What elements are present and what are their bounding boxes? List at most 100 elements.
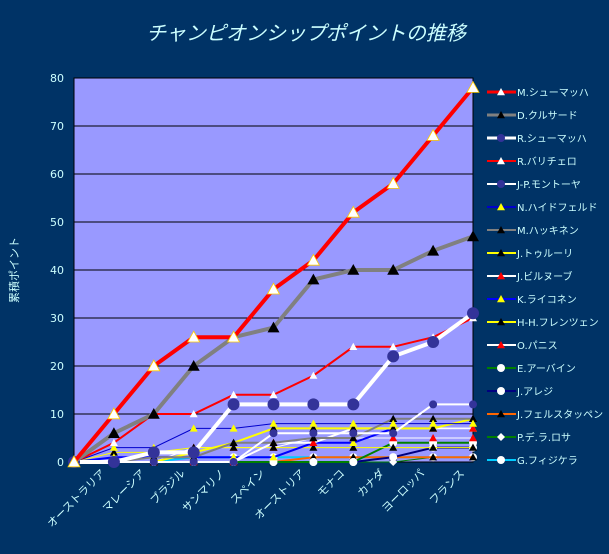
- x-tick-label: ヨーロッパ: [379, 467, 427, 515]
- data-point: [189, 410, 198, 418]
- data-point: [467, 307, 479, 320]
- legend-item: M.シューマッハ: [487, 88, 589, 99]
- data-point: [189, 424, 198, 432]
- data-point: [269, 453, 278, 461]
- legend-label: E.アーバイン: [517, 363, 576, 375]
- data-point: [469, 443, 477, 451]
- legend-label: N.ハイドフェルド: [517, 203, 597, 214]
- data-point: [349, 443, 358, 451]
- data-point: [387, 264, 400, 275]
- data-point: [429, 419, 438, 427]
- triangle-marker: [497, 295, 505, 303]
- data-point: [229, 443, 238, 451]
- series-line: [67, 80, 480, 468]
- circle-marker: [497, 180, 505, 188]
- legend-label: D.クルサード: [517, 110, 578, 122]
- data-point: [429, 400, 438, 409]
- data-point: [429, 424, 438, 432]
- triangle-marker: [497, 226, 505, 234]
- data-point: [347, 264, 360, 275]
- legend-item: R.バリチェロ: [487, 156, 577, 168]
- data-point: [229, 390, 238, 398]
- x-tick-label: ブラジル: [147, 466, 188, 507]
- data-point: [387, 350, 400, 363]
- chart-title: チャンピオンシップポイントの推移: [146, 21, 468, 45]
- data-point: [309, 429, 318, 438]
- x-tick-label: オーストラリア: [45, 467, 108, 530]
- data-point: [226, 330, 241, 343]
- data-point: [229, 458, 238, 466]
- circle-marker: [497, 364, 505, 372]
- triangle-marker: [497, 410, 505, 418]
- data-point: [426, 128, 440, 141]
- data-point: [469, 424, 477, 432]
- data-point: [107, 427, 120, 438]
- data-point: [349, 342, 358, 350]
- data-point: [347, 398, 360, 411]
- legend-label: J.トゥルーリ: [516, 249, 573, 260]
- data-point: [307, 273, 320, 285]
- data-point: [389, 453, 398, 462]
- data-point: [306, 253, 321, 266]
- x-tick-label: モナコ: [315, 467, 348, 500]
- legend-item: J-P.モントーヤ: [487, 180, 581, 191]
- data-point: [466, 80, 480, 93]
- data-point: [427, 336, 440, 348]
- data-point: [309, 458, 318, 466]
- legend-item: J.トゥルーリ: [487, 249, 573, 260]
- legend-label: J.ビルヌーブ: [516, 270, 573, 283]
- triangle-marker: [497, 203, 505, 211]
- data-point: [427, 244, 440, 256]
- data-point: [469, 453, 477, 461]
- data-point: [269, 419, 278, 427]
- x-tick-label: フランス: [427, 467, 467, 507]
- legend-label: P.デ.ラ.ロサ: [517, 431, 571, 444]
- data-point: [429, 443, 438, 451]
- legend-label: J.フェルスタッペン: [516, 409, 603, 421]
- legend-item: G.フィジケラ: [487, 455, 578, 467]
- data-point: [269, 438, 278, 446]
- y-tick-label: 70: [50, 120, 64, 133]
- data-point: [389, 414, 398, 422]
- data-point: [149, 458, 158, 466]
- legend-label: M.ハッキネン: [517, 225, 579, 237]
- legend-item: N.ハイドフェルド: [487, 203, 597, 214]
- legend-label: R.バリチェロ: [517, 156, 577, 168]
- triangle-marker: [497, 249, 505, 257]
- y-axis-label: 累積ポイント: [7, 237, 21, 303]
- triangle-marker: [497, 318, 505, 326]
- data-point: [349, 419, 358, 427]
- data-point: [349, 429, 358, 438]
- legend-item: J.ビルヌーブ: [487, 270, 573, 283]
- data-point: [307, 398, 320, 411]
- y-tick-label: 30: [50, 312, 64, 325]
- data-point: [349, 458, 358, 466]
- data-point: [147, 446, 160, 459]
- y-tick-label: 60: [50, 168, 64, 181]
- series-line: [68, 230, 479, 467]
- data-point: [389, 419, 398, 427]
- data-point: [429, 434, 438, 442]
- legend-item: P.デ.ラ.ロサ: [487, 431, 571, 444]
- data-point: [269, 390, 278, 398]
- triangle-marker: [497, 157, 505, 165]
- x-tick-label: カナダ: [354, 466, 387, 499]
- data-point: [187, 330, 201, 343]
- data-point: [469, 419, 477, 427]
- legend-label: H-H.フレンツェン: [517, 318, 599, 329]
- y-tick-label: 80: [50, 72, 64, 85]
- data-point: [267, 321, 280, 333]
- data-point: [469, 434, 477, 442]
- data-point: [109, 448, 118, 456]
- y-tick-label: 50: [50, 216, 64, 229]
- y-tick-label: 20: [50, 360, 64, 373]
- data-point: [107, 456, 120, 468]
- data-point: [429, 414, 438, 422]
- circle-marker: [497, 134, 505, 142]
- data-point: [309, 371, 318, 379]
- data-point: [429, 453, 438, 461]
- legend-item: J.アレジ: [487, 387, 553, 398]
- triangle-marker: [497, 111, 505, 119]
- data-point: [269, 429, 278, 438]
- data-point: [309, 443, 318, 451]
